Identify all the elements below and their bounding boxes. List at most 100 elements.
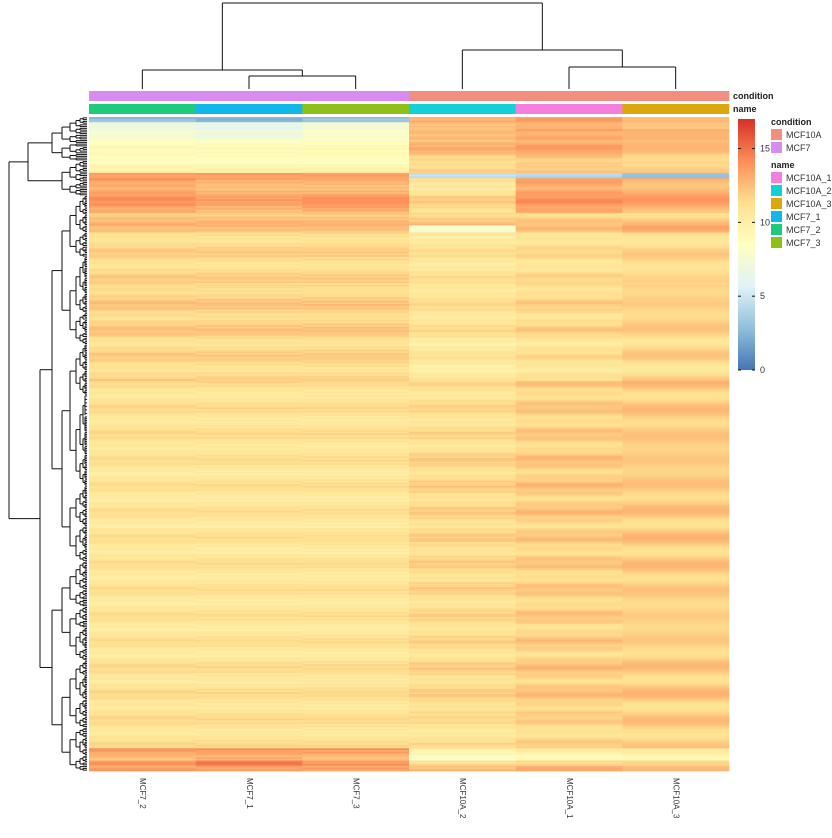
- heatmap-cell: [89, 374, 196, 377]
- heatmap-cell: [515, 634, 623, 637]
- heatmap-cell: [622, 444, 730, 447]
- heatmap-cell: [409, 361, 516, 364]
- heatmap-cell: [622, 708, 730, 711]
- heatmap-cell: [622, 253, 730, 256]
- heatmap-cell: [89, 667, 196, 670]
- heatmap-cell: [195, 449, 303, 452]
- heatmap-cell: [89, 286, 196, 289]
- heatmap-cell: [409, 573, 516, 576]
- heatmap-cell: [195, 648, 303, 651]
- heatmap-cell: [515, 335, 623, 338]
- heatmap-cell: [409, 767, 516, 770]
- heatmap-cell: [195, 554, 303, 557]
- heatmap-cell: [515, 562, 623, 565]
- heatmap-cell: [302, 277, 410, 280]
- heatmap-cell: [409, 305, 516, 308]
- heatmap-cell: [622, 265, 730, 268]
- heatmap-cell: [409, 466, 516, 469]
- heatmap-cell: [89, 527, 196, 530]
- heatmap-cell: [89, 253, 196, 256]
- heatmap-cell: [515, 193, 623, 196]
- heatmap-cell: [515, 389, 623, 392]
- heatmap-cell: [409, 716, 516, 719]
- heatmap-cell: [195, 204, 303, 207]
- heatmap-cell: [89, 650, 196, 653]
- heatmap-cell: [195, 723, 303, 726]
- heatmap-cell: [622, 430, 730, 433]
- heatmap-cell: [195, 704, 303, 707]
- heatmap-cell: [515, 468, 623, 471]
- heatmap-cell: [195, 625, 303, 628]
- heatmap-cell: [515, 650, 623, 653]
- heatmap-cell: [622, 624, 730, 627]
- heatmap-cell: [622, 344, 730, 347]
- heatmap-cell: [89, 335, 196, 338]
- heatmap-cell: [622, 492, 730, 496]
- heatmap-cell: [409, 683, 516, 686]
- heatmap-cell: [515, 688, 623, 691]
- heatmap-cell: [515, 263, 623, 266]
- heatmap-cell: [302, 398, 410, 401]
- heatmap-cell: [515, 298, 623, 301]
- heatmap-cell: [622, 760, 730, 763]
- heatmap-cell: [195, 760, 303, 763]
- heatmap-cell: [302, 192, 410, 195]
- heatmap-cell: [622, 262, 730, 265]
- heatmap-cell: [409, 255, 516, 258]
- heatmap-cell: [622, 206, 730, 209]
- heatmap-cell: [89, 151, 196, 155]
- heatmap-cell: [195, 557, 303, 560]
- heatmap-cell: [89, 599, 196, 602]
- heatmap-cell: [409, 122, 516, 125]
- heatmap-cell: [622, 578, 730, 581]
- heatmap-cell: [89, 339, 196, 342]
- heatmap-cell: [515, 136, 623, 139]
- heatmap-cell: [622, 687, 730, 690]
- heatmap-cell: [515, 123, 623, 127]
- heatmap-cell: [195, 641, 303, 644]
- heatmap-cell: [89, 765, 196, 768]
- heatmap-cell: [622, 601, 730, 604]
- heatmap-cell: [195, 354, 303, 357]
- heatmap-cell: [195, 137, 303, 141]
- heatmap-cell: [195, 326, 303, 329]
- heatmap-cell: [515, 398, 623, 401]
- heatmap-cell: [195, 484, 303, 487]
- heatmap-cell: [89, 491, 196, 494]
- heatmap-cell: [515, 653, 623, 656]
- heatmap-cell: [622, 673, 730, 676]
- heatmap-cell: [622, 117, 730, 120]
- heatmap-cell: [89, 554, 196, 557]
- heatmap-cell: [515, 260, 623, 263]
- heatmap-cell: [409, 489, 516, 492]
- heatmap-cell: [89, 232, 196, 235]
- heatmap-cell: [195, 601, 303, 604]
- heatmap-cell: [89, 391, 196, 394]
- heatmap-cell: [622, 410, 730, 413]
- heatmap-cell: [302, 197, 410, 200]
- heatmap-cell: [195, 269, 303, 272]
- heatmap-cell: [302, 506, 410, 509]
- heatmap-cell: [622, 447, 730, 450]
- heatmap-cell: [409, 515, 516, 518]
- heatmap-cell: [515, 496, 623, 499]
- heatmap-cell: [302, 743, 410, 746]
- heatmap-cell: [515, 328, 623, 331]
- heatmap-cell: [622, 606, 730, 609]
- heatmap-cell: [195, 167, 303, 170]
- heatmap-cell: [409, 680, 516, 683]
- heatmap-cell: [89, 764, 196, 767]
- heatmap-cell: [515, 165, 623, 169]
- heatmap-cell: [89, 685, 196, 688]
- heatmap-cell: [409, 580, 516, 583]
- heatmap-cell: [515, 750, 623, 753]
- heatmap-cell: [515, 321, 623, 324]
- heatmap-cell: [302, 209, 410, 212]
- heatmap-cell: [302, 477, 410, 480]
- heatmap-cell: [195, 477, 303, 480]
- heatmap-cell: [89, 234, 196, 237]
- heatmap-cell: [89, 485, 196, 489]
- heatmap-cell: [515, 727, 623, 730]
- heatmap-cell: [622, 263, 730, 266]
- heatmap-cell: [89, 409, 196, 412]
